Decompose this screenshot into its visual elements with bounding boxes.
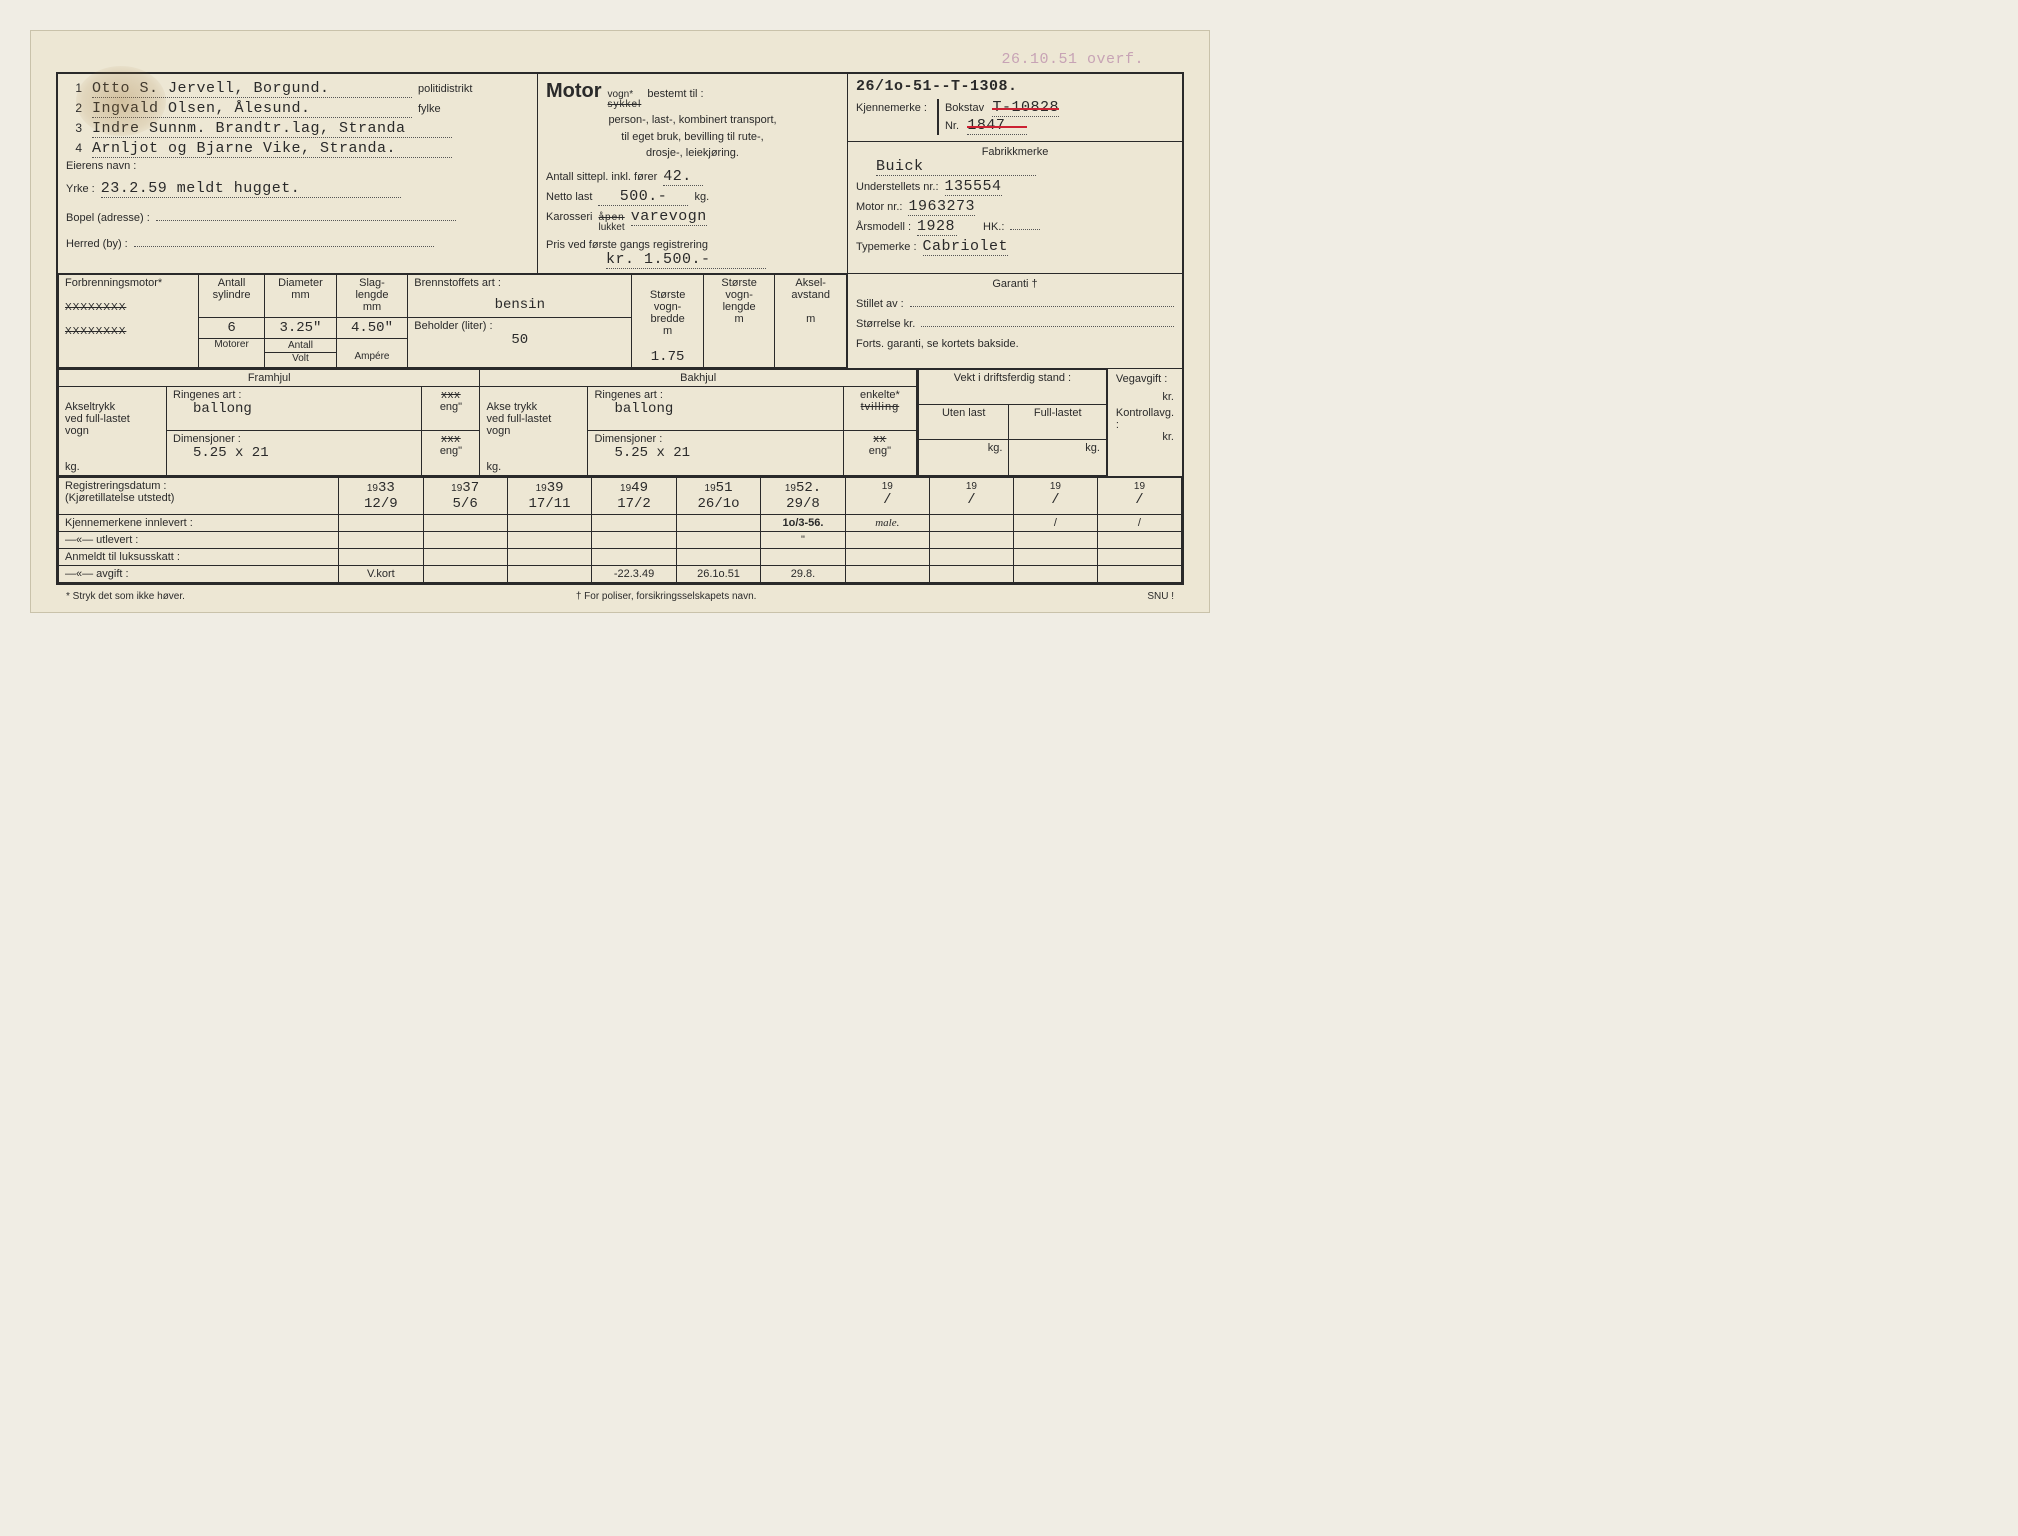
- owner-line-2: 2 Ingvald Olsen, Ålesund. fylke: [66, 100, 529, 118]
- nr-value: 1847: [967, 117, 1027, 135]
- bopel-label: Bopel (adresse) :: [66, 212, 150, 224]
- footnote-left: * Stryk det som ikke høver.: [66, 591, 185, 602]
- understell-value: 135554: [945, 178, 1002, 196]
- netto-last-value: 500.-: [598, 188, 688, 206]
- pris-value: kr. 1.500.-: [606, 251, 766, 269]
- typemerke-value: Cabriolet: [923, 238, 1009, 256]
- karosseri-value: varevogn: [631, 208, 707, 226]
- owner-line-4: 4 Arnljot og Bjarne Vike, Stranda.: [66, 140, 529, 158]
- yrke-value: 23.2.59 meldt hugget.: [101, 180, 401, 198]
- yrke-label: Yrke :: [66, 183, 95, 195]
- owner-line-3: 3 Indre Sunnm. Brandtr.lag, Stranda: [66, 120, 529, 138]
- registration-history-table: Registreringsdatum : (Kjøretillatelse ut…: [58, 477, 1182, 583]
- owner-line-1: 1 Otto S. Jervell, Borgund. politidistri…: [66, 80, 529, 98]
- motor-nr-value: 1963273: [908, 198, 975, 216]
- motor-purpose-lines: person-, last-, kombinert transport, til…: [546, 112, 839, 162]
- wheels-table: Framhjul Bakhjul Akseltrykk ved full-las…: [58, 369, 917, 476]
- herred-label: Herred (by) :: [66, 238, 128, 250]
- header-date: 26/1o-51--T-1308.: [856, 78, 1174, 95]
- eierens-navn-label: Eierens navn :: [66, 160, 136, 172]
- engine-spec-table: Forbrenningsmotor* XXXXXXXX XXXXXXXX Ant…: [58, 274, 847, 368]
- footnote-mid: † For poliser, forsikringsselskapets nav…: [576, 591, 757, 602]
- fabrikkmerke-value: Buick: [876, 158, 1036, 176]
- top-faded-note: 26.10.51 overf.: [56, 51, 1184, 68]
- motor-title: Motor: [546, 80, 602, 103]
- sittepl-value: 42.: [663, 168, 703, 186]
- footnote-right: SNU !: [1147, 591, 1174, 602]
- arsmodell-value: 1928: [917, 218, 957, 236]
- bokstav-value: T-10828: [992, 99, 1059, 117]
